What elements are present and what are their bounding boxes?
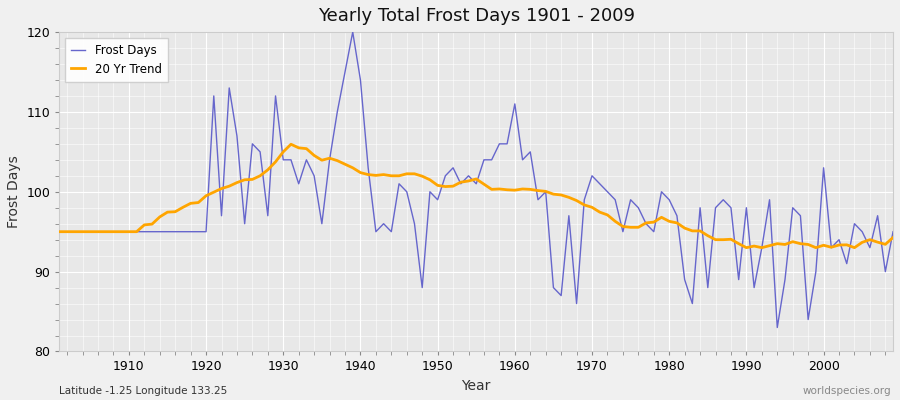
Frost Days [116, 229, 127, 234]
Text: Latitude -1.25 Longitude 133.25: Latitude -1.25 Longitude 133.25 [59, 386, 228, 396]
Frost Days [347, 30, 358, 34]
Frost Days [54, 229, 65, 234]
20 Yr Trend [116, 229, 127, 234]
20 Yr Trend [285, 142, 296, 147]
Frost Days [509, 102, 520, 106]
Text: worldspecies.org: worldspecies.org [803, 386, 891, 396]
Frost Days [332, 110, 343, 114]
20 Yr Trend [54, 229, 65, 234]
20 Yr Trend [293, 146, 304, 150]
Frost Days [887, 229, 898, 234]
Line: Frost Days: Frost Days [59, 32, 893, 328]
Title: Yearly Total Frost Days 1901 - 2009: Yearly Total Frost Days 1901 - 2009 [318, 7, 634, 25]
20 Yr Trend [610, 219, 621, 224]
20 Yr Trend [518, 186, 528, 191]
20 Yr Trend [741, 245, 751, 250]
20 Yr Trend [887, 235, 898, 240]
Frost Days [772, 325, 783, 330]
Line: 20 Yr Trend: 20 Yr Trend [59, 144, 893, 248]
20 Yr Trend [339, 162, 350, 167]
Legend: Frost Days, 20 Yr Trend: Frost Days, 20 Yr Trend [66, 38, 167, 82]
Frost Days [285, 158, 296, 162]
X-axis label: Year: Year [462, 379, 490, 393]
Y-axis label: Frost Days: Frost Days [7, 155, 21, 228]
20 Yr Trend [509, 188, 520, 192]
Frost Days [610, 197, 621, 202]
Frost Days [518, 158, 528, 162]
